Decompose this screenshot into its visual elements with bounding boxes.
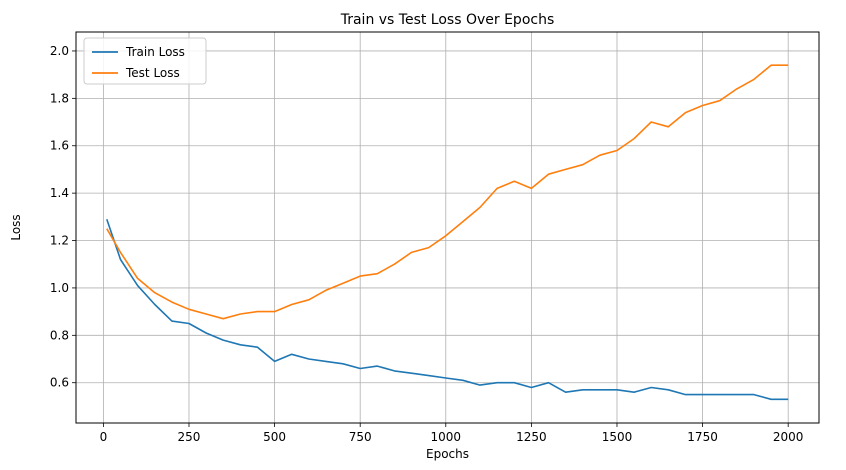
- y-tick-label: 1.2: [50, 234, 69, 248]
- test-loss-line: [106, 64, 789, 320]
- train-loss-legend-label: Train Loss: [125, 45, 185, 59]
- y-tick-label: 2.0: [50, 44, 69, 58]
- train-loss-line: [106, 218, 789, 401]
- y-tick-label: 1.6: [50, 139, 69, 153]
- x-tick-label: 2000: [773, 430, 804, 444]
- x-tick-label: 750: [349, 430, 372, 444]
- y-tick-label: 1.0: [50, 281, 69, 295]
- series-layer: [106, 64, 789, 401]
- x-tick-label: 0: [100, 430, 108, 444]
- x-tick-label: 500: [263, 430, 286, 444]
- x-tick-label: 1750: [687, 430, 718, 444]
- chart-title: Train vs Test Loss Over Epochs: [340, 12, 555, 28]
- legend: Train Loss Test Loss: [83, 37, 207, 85]
- y-tick-label: 0.6: [50, 376, 69, 390]
- x-axis-ticks: 0 250 500 750 1000 1250 1500 1750 2000: [100, 423, 804, 444]
- x-tick-label: 1500: [602, 430, 633, 444]
- x-tick-label: 1250: [516, 430, 547, 444]
- y-tick-label: 1.8: [50, 91, 69, 105]
- y-tick-label: 1.4: [50, 186, 69, 200]
- y-axis-ticks: 0.6 0.8 1.0 1.2 1.4 1.6 1.8 2.0: [50, 44, 76, 390]
- y-tick-label: 0.8: [50, 328, 69, 342]
- y-axis-label: Loss: [9, 214, 23, 240]
- x-tick-label: 1000: [431, 430, 462, 444]
- grid-lines: [76, 32, 819, 423]
- test-loss-legend-label: Test Loss: [125, 66, 180, 80]
- x-axis-label: Epochs: [426, 447, 469, 461]
- plot-frame: [75, 31, 820, 424]
- x-tick-label: 250: [178, 430, 201, 444]
